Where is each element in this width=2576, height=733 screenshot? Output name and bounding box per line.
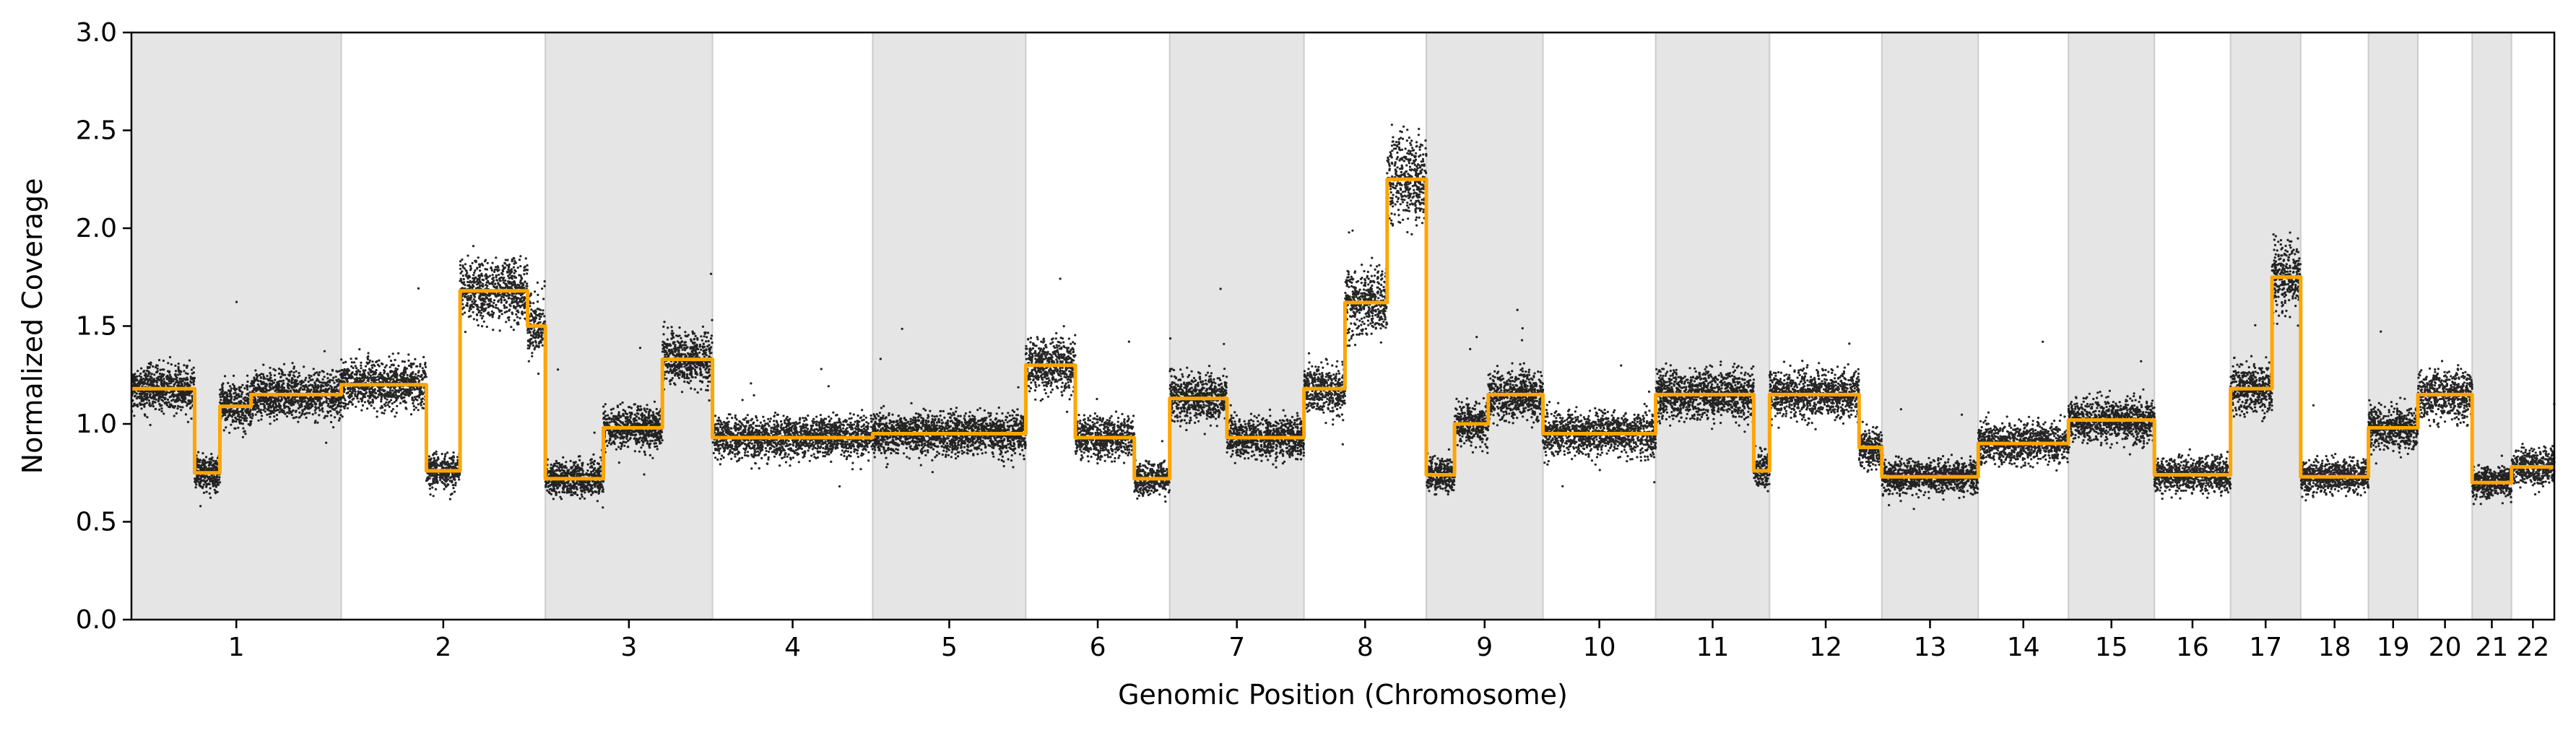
y-tick-label: 0.0 — [76, 605, 117, 635]
segment-line — [131, 177, 2554, 485]
chromosome-band-1 — [131, 32, 342, 620]
chromosome-band-5 — [872, 32, 1027, 620]
chromosome-band-15 — [2068, 32, 2156, 620]
x-tick-label-chr3: 3 — [620, 633, 637, 662]
x-tick-label-chr13: 13 — [1914, 633, 1947, 662]
y-tick-label: 0.5 — [76, 508, 117, 537]
x-axis: 1 2 3 4 5 6 7 8 9 10 11 12 13 14 15 16 17 18 19 20 21 22 — [228, 620, 2549, 662]
x-tick-label-chr21: 21 — [2476, 633, 2509, 662]
chromosome-band-17 — [2229, 32, 2302, 620]
x-tick-label-chr11: 11 — [1696, 633, 1730, 662]
chromosome-band-19 — [2367, 32, 2419, 620]
x-tick-label-chr12: 12 — [1809, 633, 1842, 662]
x-tick-label-chr17: 17 — [2249, 633, 2282, 662]
chromosome-band-13 — [1881, 32, 1979, 620]
y-axis-label: Normalized Coverage — [17, 178, 48, 474]
y-tick-label: 1.0 — [76, 409, 117, 439]
x-tick-label-chr19: 19 — [2377, 633, 2410, 662]
x-tick-label-chr20: 20 — [2429, 633, 2462, 662]
y-tick-label: 1.5 — [76, 312, 117, 342]
x-tick-label-chr2: 2 — [435, 633, 451, 662]
y-tick-label: 3.0 — [76, 18, 117, 48]
chromosome-band-21 — [2471, 32, 2512, 620]
chromosome-band-3 — [545, 32, 714, 620]
chromosome-band-9 — [1426, 32, 1544, 620]
chromosome-bands — [131, 32, 2512, 620]
y-tick-label: 2.0 — [76, 214, 117, 243]
x-tick-label-chr1: 1 — [228, 633, 245, 662]
x-tick-label-chr5: 5 — [941, 633, 958, 662]
x-tick-label-chr16: 16 — [2176, 633, 2209, 662]
y-axis: 0.0 0.5 1.0 1.5 2.0 2.5 3.0 — [76, 18, 131, 635]
y-tick-label: 2.5 — [76, 116, 117, 146]
x-tick-label-chr18: 18 — [2318, 633, 2351, 662]
chromosome-band-7 — [1168, 32, 1305, 620]
segment-lines — [131, 177, 2554, 485]
x-axis-label: Genomic Position (Chromosome) — [1118, 679, 1568, 711]
x-tick-label-chr8: 8 — [1357, 633, 1374, 662]
x-tick-label-chr10: 10 — [1583, 633, 1616, 662]
x-tick-label-chr6: 6 — [1090, 633, 1106, 662]
x-tick-label-chr15: 15 — [2095, 633, 2128, 662]
x-tick-label-chr22: 22 — [2516, 633, 2549, 662]
x-tick-label-chr4: 4 — [784, 633, 801, 662]
x-tick-label-chr9: 9 — [1476, 633, 1493, 662]
x-tick-label-chr14: 14 — [2007, 633, 2040, 662]
x-tick-label-chr7: 7 — [1228, 633, 1245, 662]
chromosome-band-11 — [1655, 32, 1771, 620]
